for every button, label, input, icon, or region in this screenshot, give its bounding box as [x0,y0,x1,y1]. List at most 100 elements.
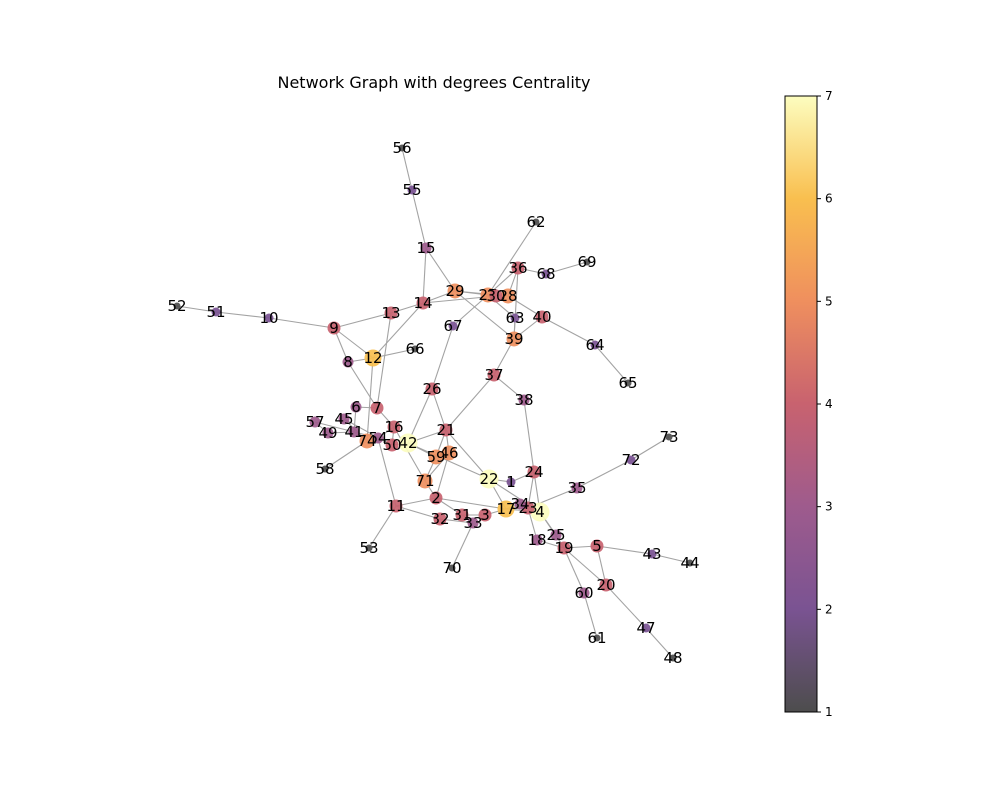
edge-8-7 [347,361,378,409]
edge-52-51 [176,305,217,313]
node-11-label: 11 [386,497,405,515]
node-59-marker [428,449,444,465]
node-34: 34 [510,495,529,513]
edge-26-42 [407,388,433,444]
node-38-label: 38 [514,391,533,409]
node-19-label: 19 [554,539,573,557]
colorbar-tick-label-3: 3 [825,500,833,514]
node-31-label: 31 [452,506,471,524]
edge-15-14 [422,247,427,304]
node-24-marker [527,465,541,479]
node-10-marker [264,313,274,323]
node-33: 33 [463,514,482,532]
node-18-label: 18 [527,531,546,549]
node-34-label: 34 [510,495,529,513]
node-65-marker [624,379,632,387]
node-44: 44 [680,554,699,572]
node-68-label: 68 [536,265,555,283]
node-43-marker [647,549,657,559]
node-48: 48 [663,649,682,667]
colorbar-ticks: 1 2 3 4 5 6 7 [817,89,833,719]
node-69-marker [583,258,591,266]
node-60: 60 [574,584,593,602]
edge-16-71 [393,426,426,482]
node-57-marker [309,416,321,428]
node-49: 49 [318,424,337,442]
node-74-label: 74 [357,432,376,450]
node-68-marker [541,269,551,279]
node-53-marker [365,544,373,552]
node-30-label: 30 [486,287,505,305]
node-33-marker [467,517,479,529]
node-26-label: 26 [422,380,441,398]
node-5-label: 5 [592,537,602,555]
edge-19-60 [563,547,585,594]
edge-51-10 [215,311,270,319]
node-3-marker [478,508,492,522]
node-39-marker [506,331,522,347]
node-24-label: 24 [524,463,543,481]
node-12-label: 12 [363,349,382,367]
node-38-marker [518,394,530,406]
edge-33-70 [451,522,474,569]
node-7-marker [370,401,384,415]
node-21-marker [439,423,453,437]
node-67: 67 [443,317,462,335]
node-29: 29 [445,282,464,300]
node-14: 14 [413,294,432,312]
node-18: 18 [527,531,546,549]
node-15-label: 15 [416,239,435,257]
node-64: 64 [585,336,604,354]
node-7: 7 [370,399,384,417]
node-4-label: 4 [535,503,545,521]
node-43-label: 43 [642,545,661,563]
node-16-label: 16 [384,418,403,436]
edge-11-2 [395,497,437,507]
node-66: 66 [405,340,424,358]
node-63-marker [510,313,520,323]
node-69: 69 [577,253,596,271]
edge-20-47 [605,584,647,629]
node-60-label: 60 [574,584,593,602]
node-43: 43 [642,545,661,563]
node-2-label: 2 [431,489,441,507]
colorbar-tick-label-5: 5 [825,294,833,308]
node-20-label: 20 [596,576,615,594]
node-6-label: 6 [351,398,361,416]
node-21-label: 21 [436,421,455,439]
node-73-label: 73 [659,428,678,446]
node-25-label: 25 [546,526,565,544]
node-45: 45 [334,410,353,428]
node-13-label: 13 [381,304,400,322]
edge-60-61 [583,592,598,639]
colorbar-tick-label-4: 4 [825,397,833,411]
edge-9-13 [333,312,392,329]
colorbar-tick-label-1: 1 [825,705,833,719]
node-1-label: 1 [506,473,516,491]
node-36-label: 36 [508,259,527,277]
edge-12-74 [366,357,374,442]
node-38: 38 [514,391,533,409]
node-2-marker [429,491,443,505]
node-6: 6 [350,398,362,416]
edge-11-32 [395,505,441,520]
node-59: 59 [426,448,445,466]
node-11: 11 [386,497,405,515]
node-71-marker [417,473,433,489]
edge-2-17 [435,497,507,510]
node-15-marker [420,242,432,254]
edge-26-21 [431,388,447,431]
node-57: 57 [305,413,324,431]
edge-55-15 [411,189,427,249]
node-26: 26 [422,380,441,398]
node-4: 4 [530,502,550,522]
node-45-label: 45 [334,410,353,428]
colorbar-tick-label-6: 6 [825,192,833,206]
node-56-marker [398,144,406,152]
node-33-label: 33 [463,514,482,532]
node-30-marker [489,289,503,303]
node-46: 46 [439,444,458,462]
node-32-label: 32 [430,510,449,528]
node-70: 70 [442,559,461,577]
node-29-marker [447,283,463,299]
